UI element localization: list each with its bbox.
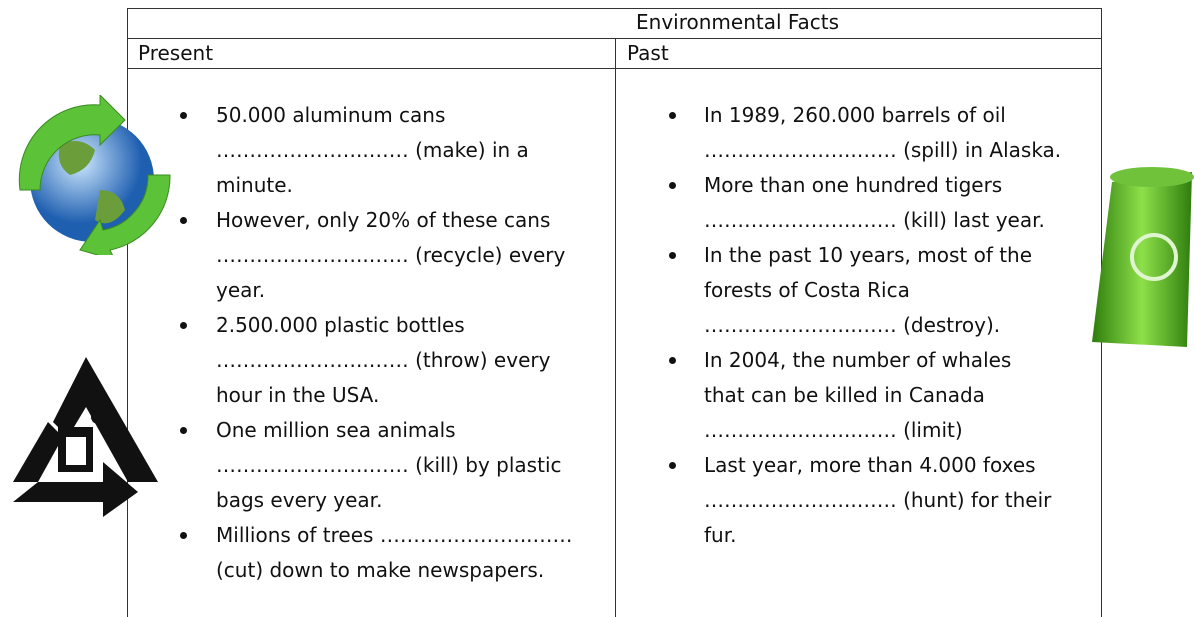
- list-item-line: that can be killed in Canada: [704, 383, 985, 407]
- bullet: [669, 357, 676, 364]
- bullet: [180, 217, 187, 224]
- table-title: Environmental Facts: [636, 10, 839, 34]
- list-item-line: In 1989, 260.000 barrels of oil: [704, 103, 1006, 127]
- list-item-line: …………………..…… (spill) in Alaska.: [704, 138, 1061, 162]
- barrel-icon: [1082, 162, 1194, 357]
- list-item-line: …………………..…… (recycle) every: [216, 243, 565, 267]
- list-item-line: …………………..…… (kill) last year.: [704, 208, 1045, 232]
- bullet: [669, 252, 676, 259]
- bullet: [669, 462, 676, 469]
- list-item-line: More than one hundred tigers: [704, 173, 1002, 197]
- list-item-line: …………………..…… (destroy).: [704, 313, 1000, 337]
- list-item-line: …………………..…… (throw) every: [216, 348, 550, 372]
- border: [615, 38, 616, 617]
- recycle-icon: [8, 352, 163, 522]
- bullet: [180, 322, 187, 329]
- list-item-line: bags every year.: [216, 488, 382, 512]
- bullet: [180, 532, 187, 539]
- list-item-line: Millions of trees …………………..……: [216, 523, 573, 547]
- column-header: Present: [138, 41, 213, 65]
- worksheet: Environmental Facts Present Past 50.000 …: [0, 0, 1194, 617]
- list-item-line: …………………..…… (make) in a: [216, 138, 529, 162]
- list-item-line: forests of Costa Rica: [704, 278, 910, 302]
- list-item-line: However, only 20% of these cans: [216, 208, 550, 232]
- border: [127, 8, 1102, 9]
- list-item-line: year.: [216, 278, 265, 302]
- globe-icon: [0, 95, 185, 255]
- bullet: [180, 427, 187, 434]
- bullet: [669, 182, 676, 189]
- list-item-line: In 2004, the number of whales: [704, 348, 1011, 372]
- list-item-line: Last year, more than 4.000 foxes: [704, 453, 1036, 477]
- list-item-line: fur.: [704, 523, 736, 547]
- list-item-line: …………………..…… (limit): [704, 418, 963, 442]
- list-item-line: …………………..…… (kill) by plastic: [216, 453, 562, 477]
- list-item-line: minute.: [216, 173, 293, 197]
- column-header: Past: [627, 41, 669, 65]
- list-item-line: 50.000 aluminum cans: [216, 103, 445, 127]
- list-item-line: 2.500.000 plastic bottles: [216, 313, 465, 337]
- list-item-line: …………………..…… (hunt) for their: [704, 488, 1051, 512]
- list-item-line: (cut) down to make newspapers.: [216, 558, 544, 582]
- list-item-line: In the past 10 years, most of the: [704, 243, 1032, 267]
- list-item-line: One million sea animals: [216, 418, 456, 442]
- list-item-line: hour in the USA.: [216, 383, 379, 407]
- bullet: [669, 112, 676, 119]
- bullet: [180, 112, 187, 119]
